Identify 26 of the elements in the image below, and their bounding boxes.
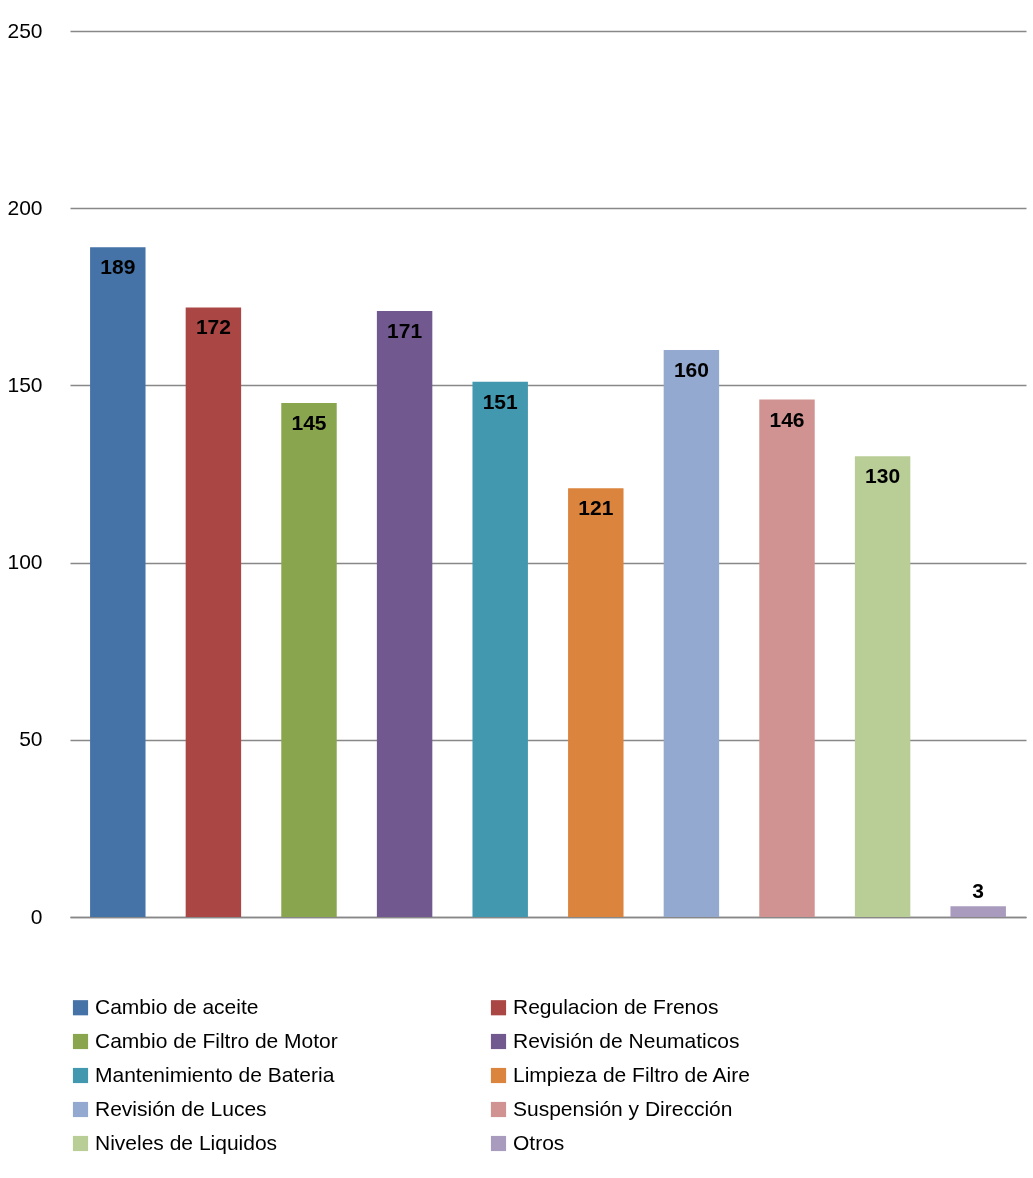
data-label: 189 xyxy=(100,255,136,279)
y-tick-label: 50 xyxy=(19,727,43,751)
legend-label: Regulacion de Frenos xyxy=(513,994,719,1018)
legend-label: Niveles de Liquidos xyxy=(95,1130,278,1154)
legend-label: Suspensión y Dirección xyxy=(513,1096,733,1120)
legend-label: Mantenimiento de Bateria xyxy=(95,1062,335,1086)
data-label: 130 xyxy=(865,464,901,488)
data-label: 160 xyxy=(673,357,709,381)
legend-label: Revisión de Luces xyxy=(95,1096,267,1120)
data-label: 3 xyxy=(972,879,985,903)
y-tick-label: 250 xyxy=(7,18,43,42)
y-tick-label: 0 xyxy=(30,904,43,928)
y-tick-label: 150 xyxy=(7,372,43,396)
legend-label: Cambio de Filtro de Motor xyxy=(95,1028,338,1052)
data-label: 171 xyxy=(387,318,423,342)
data-label: 172 xyxy=(195,315,231,339)
legend-label: Limpieza de Filtro de Aire xyxy=(513,1062,750,1086)
data-label: 121 xyxy=(578,496,614,520)
y-tick-label: 100 xyxy=(7,550,43,574)
y-tick-label: 200 xyxy=(7,195,43,219)
legend-label: Cambio de aceite xyxy=(95,994,259,1018)
legend-label: Revisión de Neumaticos xyxy=(513,1028,740,1052)
data-label: 145 xyxy=(291,411,327,435)
data-label: 146 xyxy=(769,407,805,431)
data-label: 151 xyxy=(482,389,519,413)
legend-label: Otros xyxy=(513,1130,565,1154)
